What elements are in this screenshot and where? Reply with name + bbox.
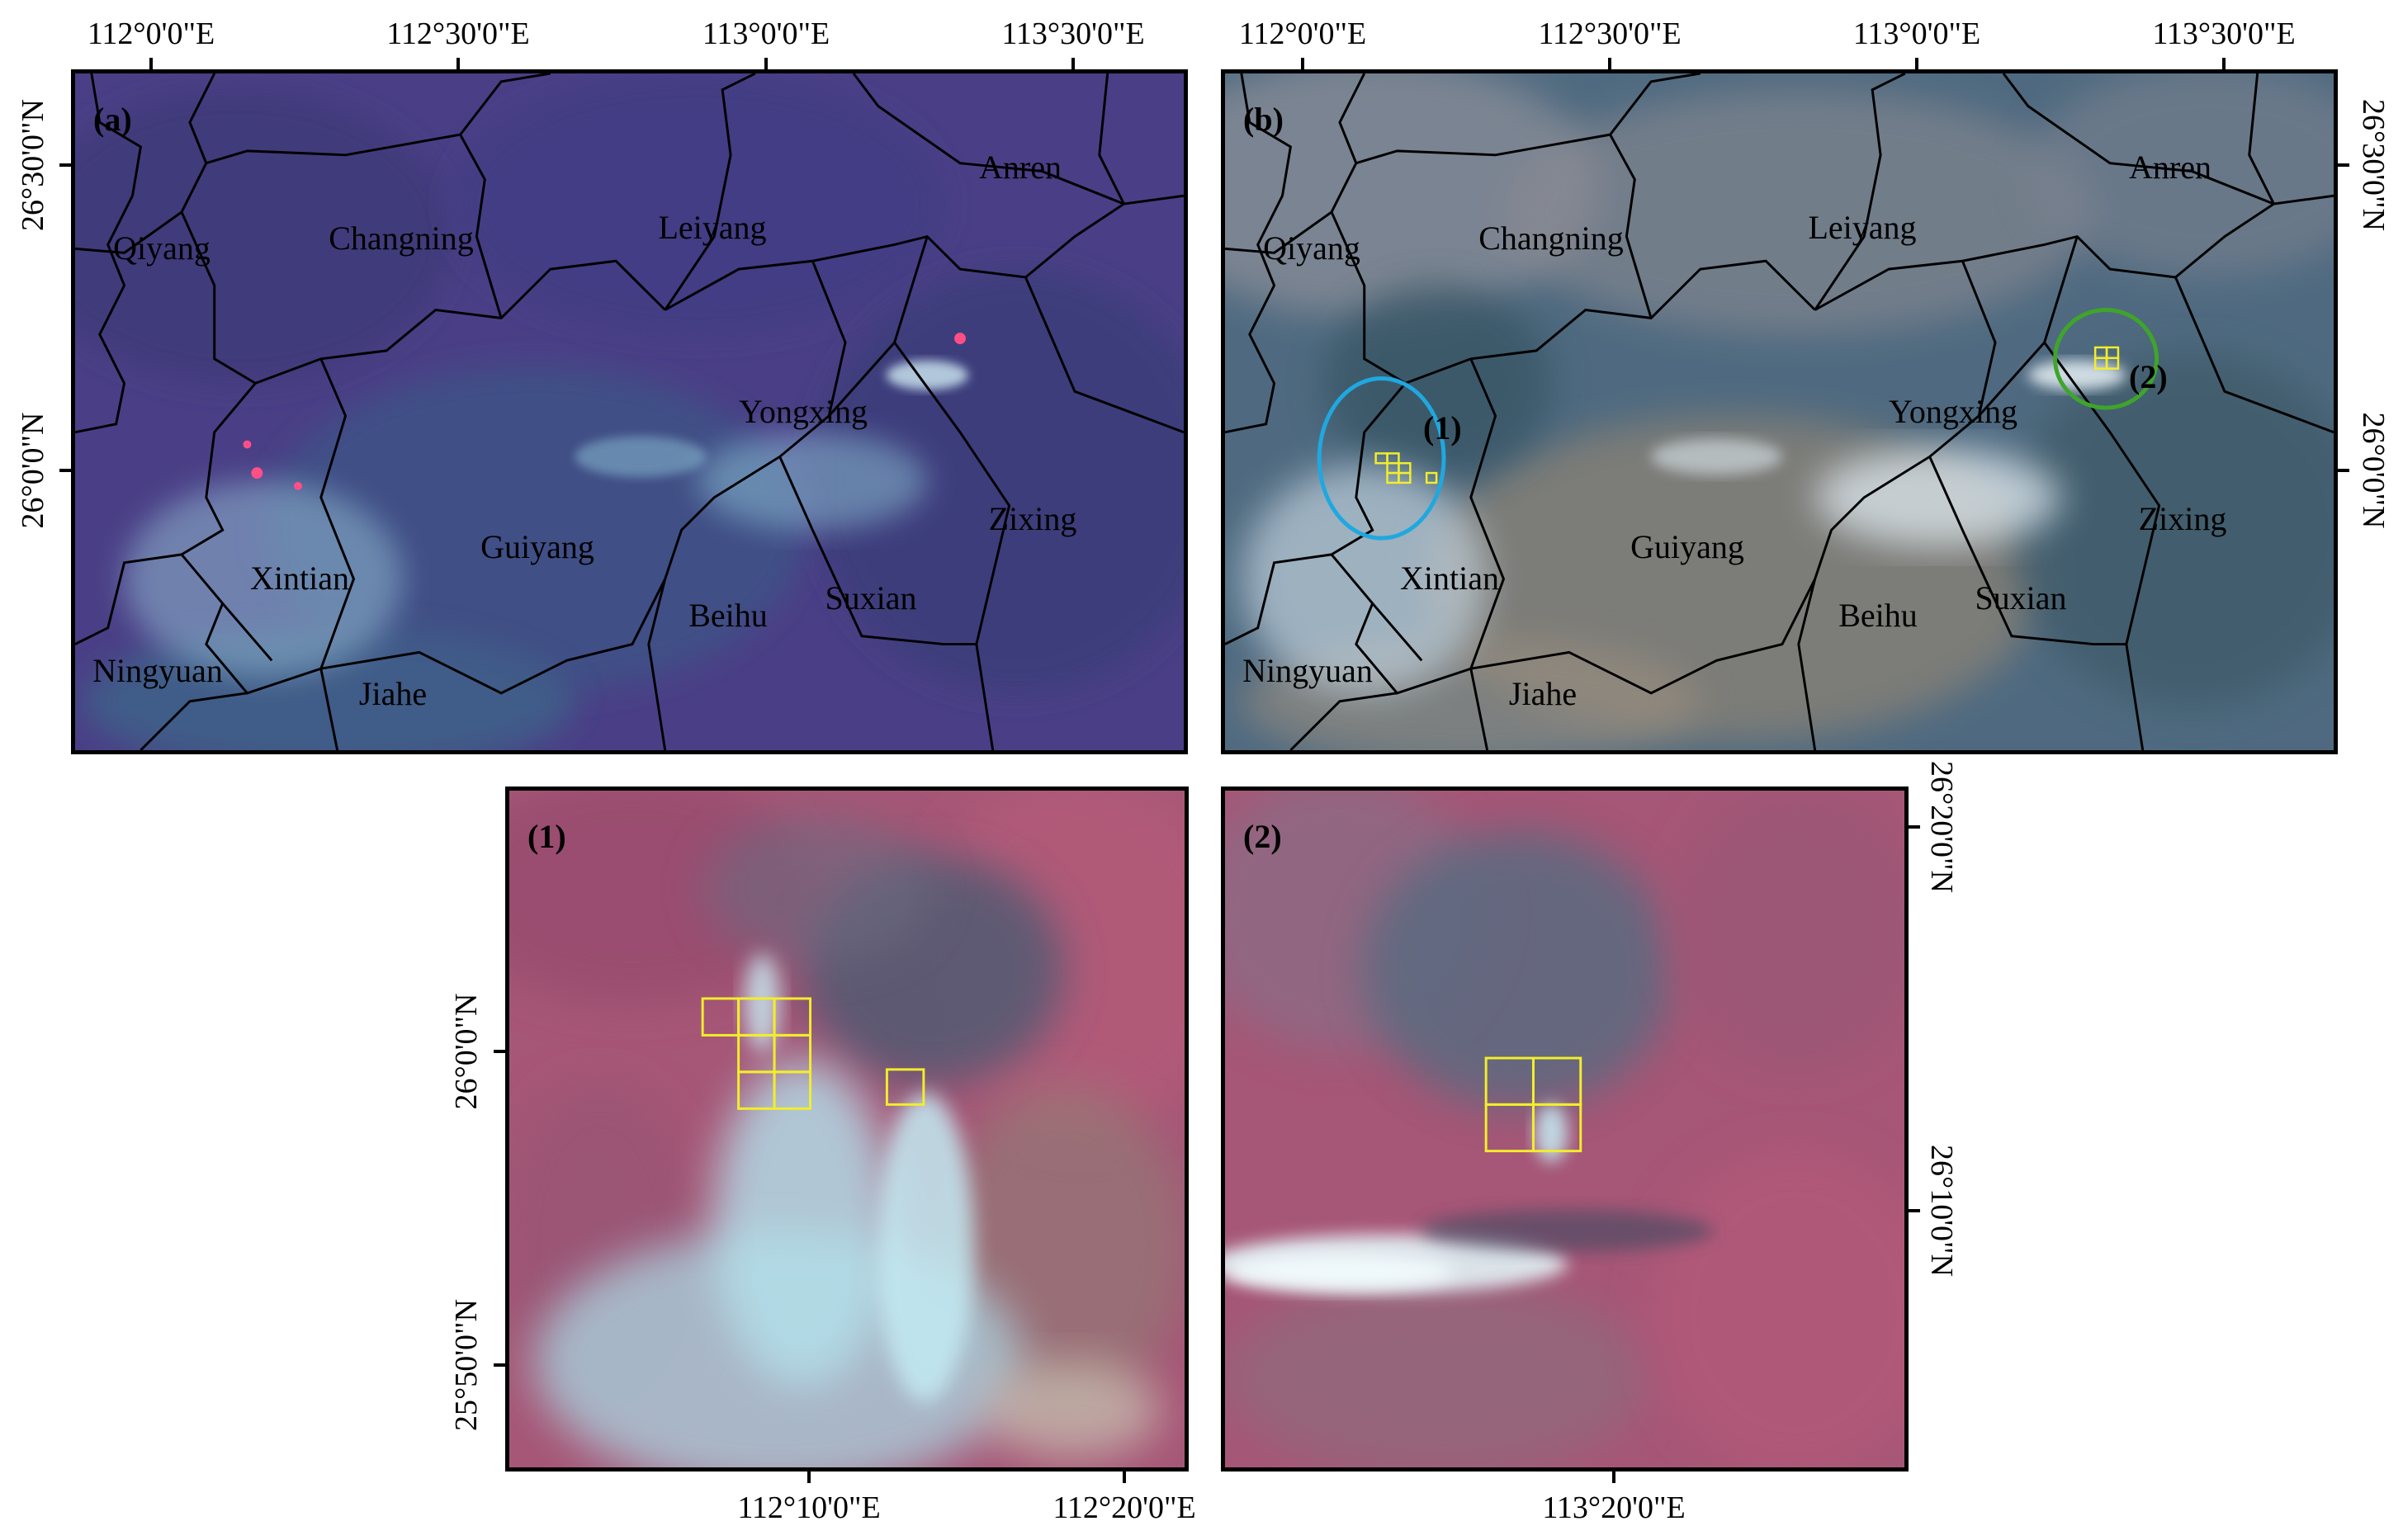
panel-label-a: (a)	[93, 101, 132, 138]
tick-label-b-x-4: 113°30'0"E	[2152, 17, 2296, 51]
county-label-jiahe-b: Jiahe	[1508, 675, 1578, 712]
county-label-anren-b: Anren	[2129, 149, 2211, 186]
tick-label-inset1-x-2: 112°20'0"E	[1052, 1490, 1196, 1525]
inset-1-imagery	[509, 791, 1185, 1467]
tickmark-a-y-2	[59, 469, 71, 472]
tick-label-b-y-1: 26°30'0"N	[2356, 99, 2391, 231]
county-label-yongxing-b: Yongxing	[1889, 393, 2017, 430]
tick-label-a-y-1: 26°30'0"N	[16, 99, 50, 231]
inset-2-marker-label: (2)	[2129, 358, 2168, 395]
inset-1-map: (1)	[505, 787, 1189, 1472]
tickmark-b-x-3	[1915, 58, 1918, 69]
panel-a-map: (a) Qiyang Changning Leiyang Anren Yongx…	[71, 69, 1188, 754]
panel-a-imagery	[75, 73, 1184, 750]
tickmark-b-y-2	[2338, 469, 2349, 472]
tick-label-b-x-2: 112°30'0"E	[1538, 17, 1682, 51]
county-label-beihu-b: Beihu	[1838, 597, 1918, 634]
inset-2-location-circle	[2053, 308, 2159, 410]
tickmark-a-x-2	[456, 58, 460, 69]
county-label-guiyang: Guiyang	[480, 528, 594, 565]
county-label-ningyuan-b: Ningyuan	[1242, 652, 1373, 689]
inset-2-imagery	[1225, 791, 1904, 1467]
tickmark-b-x-2	[1608, 58, 1611, 69]
county-label-guiyang-b: Guiyang	[1630, 528, 1744, 565]
panel-b-map: (b) (1) (2) Qiyang Changning Leiyang Anr…	[1221, 69, 2338, 754]
county-label-qiyang: Qiyang	[113, 229, 210, 267]
tickmark-inset1-x-2	[1123, 1472, 1126, 1483]
inset-1-label: (1)	[527, 818, 566, 855]
tickmark-a-x-4	[1071, 58, 1075, 69]
tick-label-inset1-y-2: 25°50'0"N	[449, 1299, 484, 1431]
fire-boxes-b	[1374, 346, 2120, 484]
tickmark-inset1-y-2	[494, 1363, 505, 1367]
fire-hotspot-a1	[251, 467, 263, 479]
tickmark-inset1-x-1	[807, 1472, 811, 1483]
county-boundaries-a	[75, 73, 1184, 750]
tick-label-b-x-3: 113°0'0"E	[1852, 17, 1981, 51]
tick-label-inset2-y-1: 26°20'0"N	[1924, 761, 1959, 893]
county-label-xintian-b: Xintian	[1400, 560, 1499, 597]
fire-hotspot-a3	[294, 481, 302, 490]
county-label-changning-b: Changning	[1478, 220, 1624, 257]
tickmark-b-y-1	[2338, 163, 2349, 167]
county-label-ningyuan: Ningyuan	[92, 652, 223, 689]
tick-label-a-x-4: 113°30'0"E	[1001, 17, 1145, 51]
fire-hotspot-a4	[954, 333, 966, 344]
county-label-zixing: Zixing	[988, 500, 1077, 537]
inset-2-map: (2)	[1221, 787, 1909, 1472]
inset-2-label: (2)	[1243, 818, 1282, 855]
county-label-suxian-b: Suxian	[1975, 579, 2067, 616]
county-label-qiyang-b: Qiyang	[1263, 229, 1360, 267]
tickmark-b-x-1	[1301, 58, 1304, 69]
tick-label-inset1-x-1: 112°10'0"E	[737, 1490, 881, 1525]
county-boundaries-b	[1225, 73, 2334, 750]
county-label-xintian: Xintian	[250, 560, 349, 597]
inset-1-marker-label: (1)	[1423, 409, 1462, 446]
tick-label-a-x-3: 113°0'0"E	[702, 17, 830, 51]
panel-b-imagery	[1225, 73, 2334, 750]
tickmark-a-y-1	[59, 163, 71, 167]
tick-label-a-x-2: 112°30'0"E	[386, 17, 530, 51]
county-label-leiyang: Leiyang	[658, 209, 767, 246]
panel-label-b: (b)	[1243, 101, 1284, 138]
county-label-leiyang-b: Leiyang	[1808, 209, 1917, 246]
tick-label-a-x-1: 112°0'0"E	[87, 17, 215, 51]
tickmark-inset2-y-1	[1909, 825, 1920, 829]
tickmark-a-x-3	[764, 58, 768, 69]
county-label-yongxing: Yongxing	[739, 393, 868, 430]
fire-boxes-inset-2	[1484, 1056, 1582, 1153]
county-label-anren: Anren	[979, 149, 1062, 186]
county-label-jiahe: Jiahe	[358, 675, 428, 712]
tick-label-b-x-1: 112°0'0"E	[1238, 17, 1367, 51]
tick-label-a-y-2: 26°0'0"N	[16, 412, 50, 529]
tickmark-inset1-y-1	[494, 1050, 505, 1053]
tickmark-inset2-x-1	[1612, 1472, 1615, 1483]
fire-boxes-inset-1	[701, 997, 925, 1110]
tickmark-a-x-1	[149, 58, 153, 69]
tickmark-b-x-4	[2222, 58, 2226, 69]
county-label-zixing-b: Zixing	[2138, 500, 2227, 537]
fire-hotspot-a2	[243, 440, 252, 449]
inset-1-location-circle	[1317, 376, 1446, 541]
tick-label-inset2-x-1: 113°20'0"E	[1542, 1490, 1686, 1525]
county-label-beihu: Beihu	[688, 597, 768, 634]
tick-label-b-y-2: 26°0'0"N	[2356, 412, 2391, 529]
tickmark-inset2-y-2	[1909, 1209, 1920, 1212]
county-label-suxian: Suxian	[825, 579, 917, 616]
county-label-changning: Changning	[329, 220, 474, 257]
tick-label-inset1-y-1: 26°0'0"N	[449, 993, 484, 1110]
tick-label-inset2-y-2: 26°10'0"N	[1924, 1145, 1959, 1277]
